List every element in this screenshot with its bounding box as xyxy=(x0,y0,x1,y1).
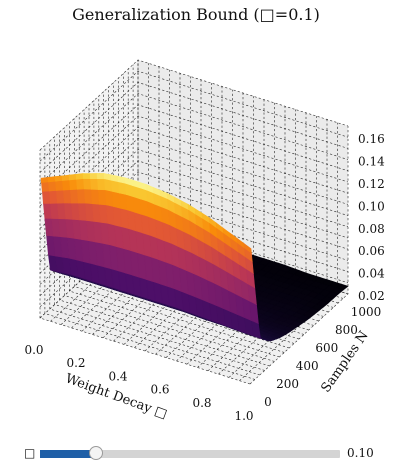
z-tick-label: 0.12 xyxy=(358,177,385,191)
surface-patch xyxy=(243,242,252,254)
tick-labels: 0.0 0.2 0.4 0.6 0.8 1.0 0 200 400 600 800 1000 0.02 0… xyxy=(24,132,385,423)
x-tick-label: 0.8 xyxy=(192,396,211,410)
surface-patch xyxy=(54,175,63,182)
slider-label: □ xyxy=(24,446,36,460)
z-tick-label: 0.06 xyxy=(358,244,385,258)
x-tick-label: 1.0 xyxy=(234,409,253,423)
surface-patch xyxy=(69,178,78,191)
slider-value: 0.10 xyxy=(347,446,374,460)
surface-patch xyxy=(111,179,120,194)
x-tick-label: 0.0 xyxy=(24,343,43,357)
chart-title: Generalization Bound (□=0.1) xyxy=(72,5,320,24)
slider-fill xyxy=(40,450,96,458)
x-tick-label: 0.6 xyxy=(150,383,169,397)
surface-patch xyxy=(41,181,50,192)
surface-patch xyxy=(76,178,85,190)
surface-patch xyxy=(110,174,119,183)
x-tick-label: 0.4 xyxy=(108,369,127,383)
y-tick-label: 0 xyxy=(264,395,272,409)
z-tick-label: 0.16 xyxy=(358,132,385,146)
z-tick-label: 0.14 xyxy=(358,155,385,169)
surface-patch xyxy=(89,173,98,179)
surface-patch xyxy=(104,178,113,192)
surface-patch xyxy=(47,176,56,183)
y-tick-label: 600 xyxy=(315,341,338,355)
surface-patch xyxy=(75,173,84,180)
z-tick-label: 0.08 xyxy=(358,222,385,236)
surface-patch xyxy=(118,181,127,195)
grid-line-z xyxy=(39,70,349,162)
surface-patch xyxy=(82,173,91,180)
grid-line-z xyxy=(39,104,349,196)
surface-patch xyxy=(83,178,92,190)
z-tick-label: 0.10 xyxy=(358,199,385,213)
slider-track[interactable] xyxy=(40,446,340,460)
grid-line-z xyxy=(39,82,349,173)
surface-patch xyxy=(62,179,71,191)
y-tick-label: 400 xyxy=(296,359,319,373)
surface-patch xyxy=(68,173,77,181)
surface-patch xyxy=(61,174,70,181)
surface-patch xyxy=(90,178,99,190)
surface-patch xyxy=(55,180,64,191)
z-tick-label: 0.04 xyxy=(358,267,385,281)
surface-patch xyxy=(40,177,49,183)
y-tick-label: 200 xyxy=(276,377,299,391)
y-tick-label: 1000 xyxy=(351,305,382,319)
surface-chart: Generalization Bound (□=0.1) 0.00.20.40.… xyxy=(24,5,385,423)
surface-patch xyxy=(96,173,105,180)
slider-handle[interactable] xyxy=(88,446,103,460)
z-tick-label: 0.02 xyxy=(358,289,385,303)
y-tick-label: 800 xyxy=(335,323,358,337)
grid-line-z xyxy=(39,59,349,151)
surface xyxy=(40,173,349,342)
surface-patch xyxy=(97,178,106,191)
surface-patch xyxy=(117,175,126,184)
grid-line-z xyxy=(39,93,349,184)
y-axis-label: Samples N xyxy=(319,328,372,395)
x-tick-label: 0.2 xyxy=(66,356,85,370)
slider-control: □ 0.10 xyxy=(0,440,416,468)
surface-patch xyxy=(48,180,57,192)
